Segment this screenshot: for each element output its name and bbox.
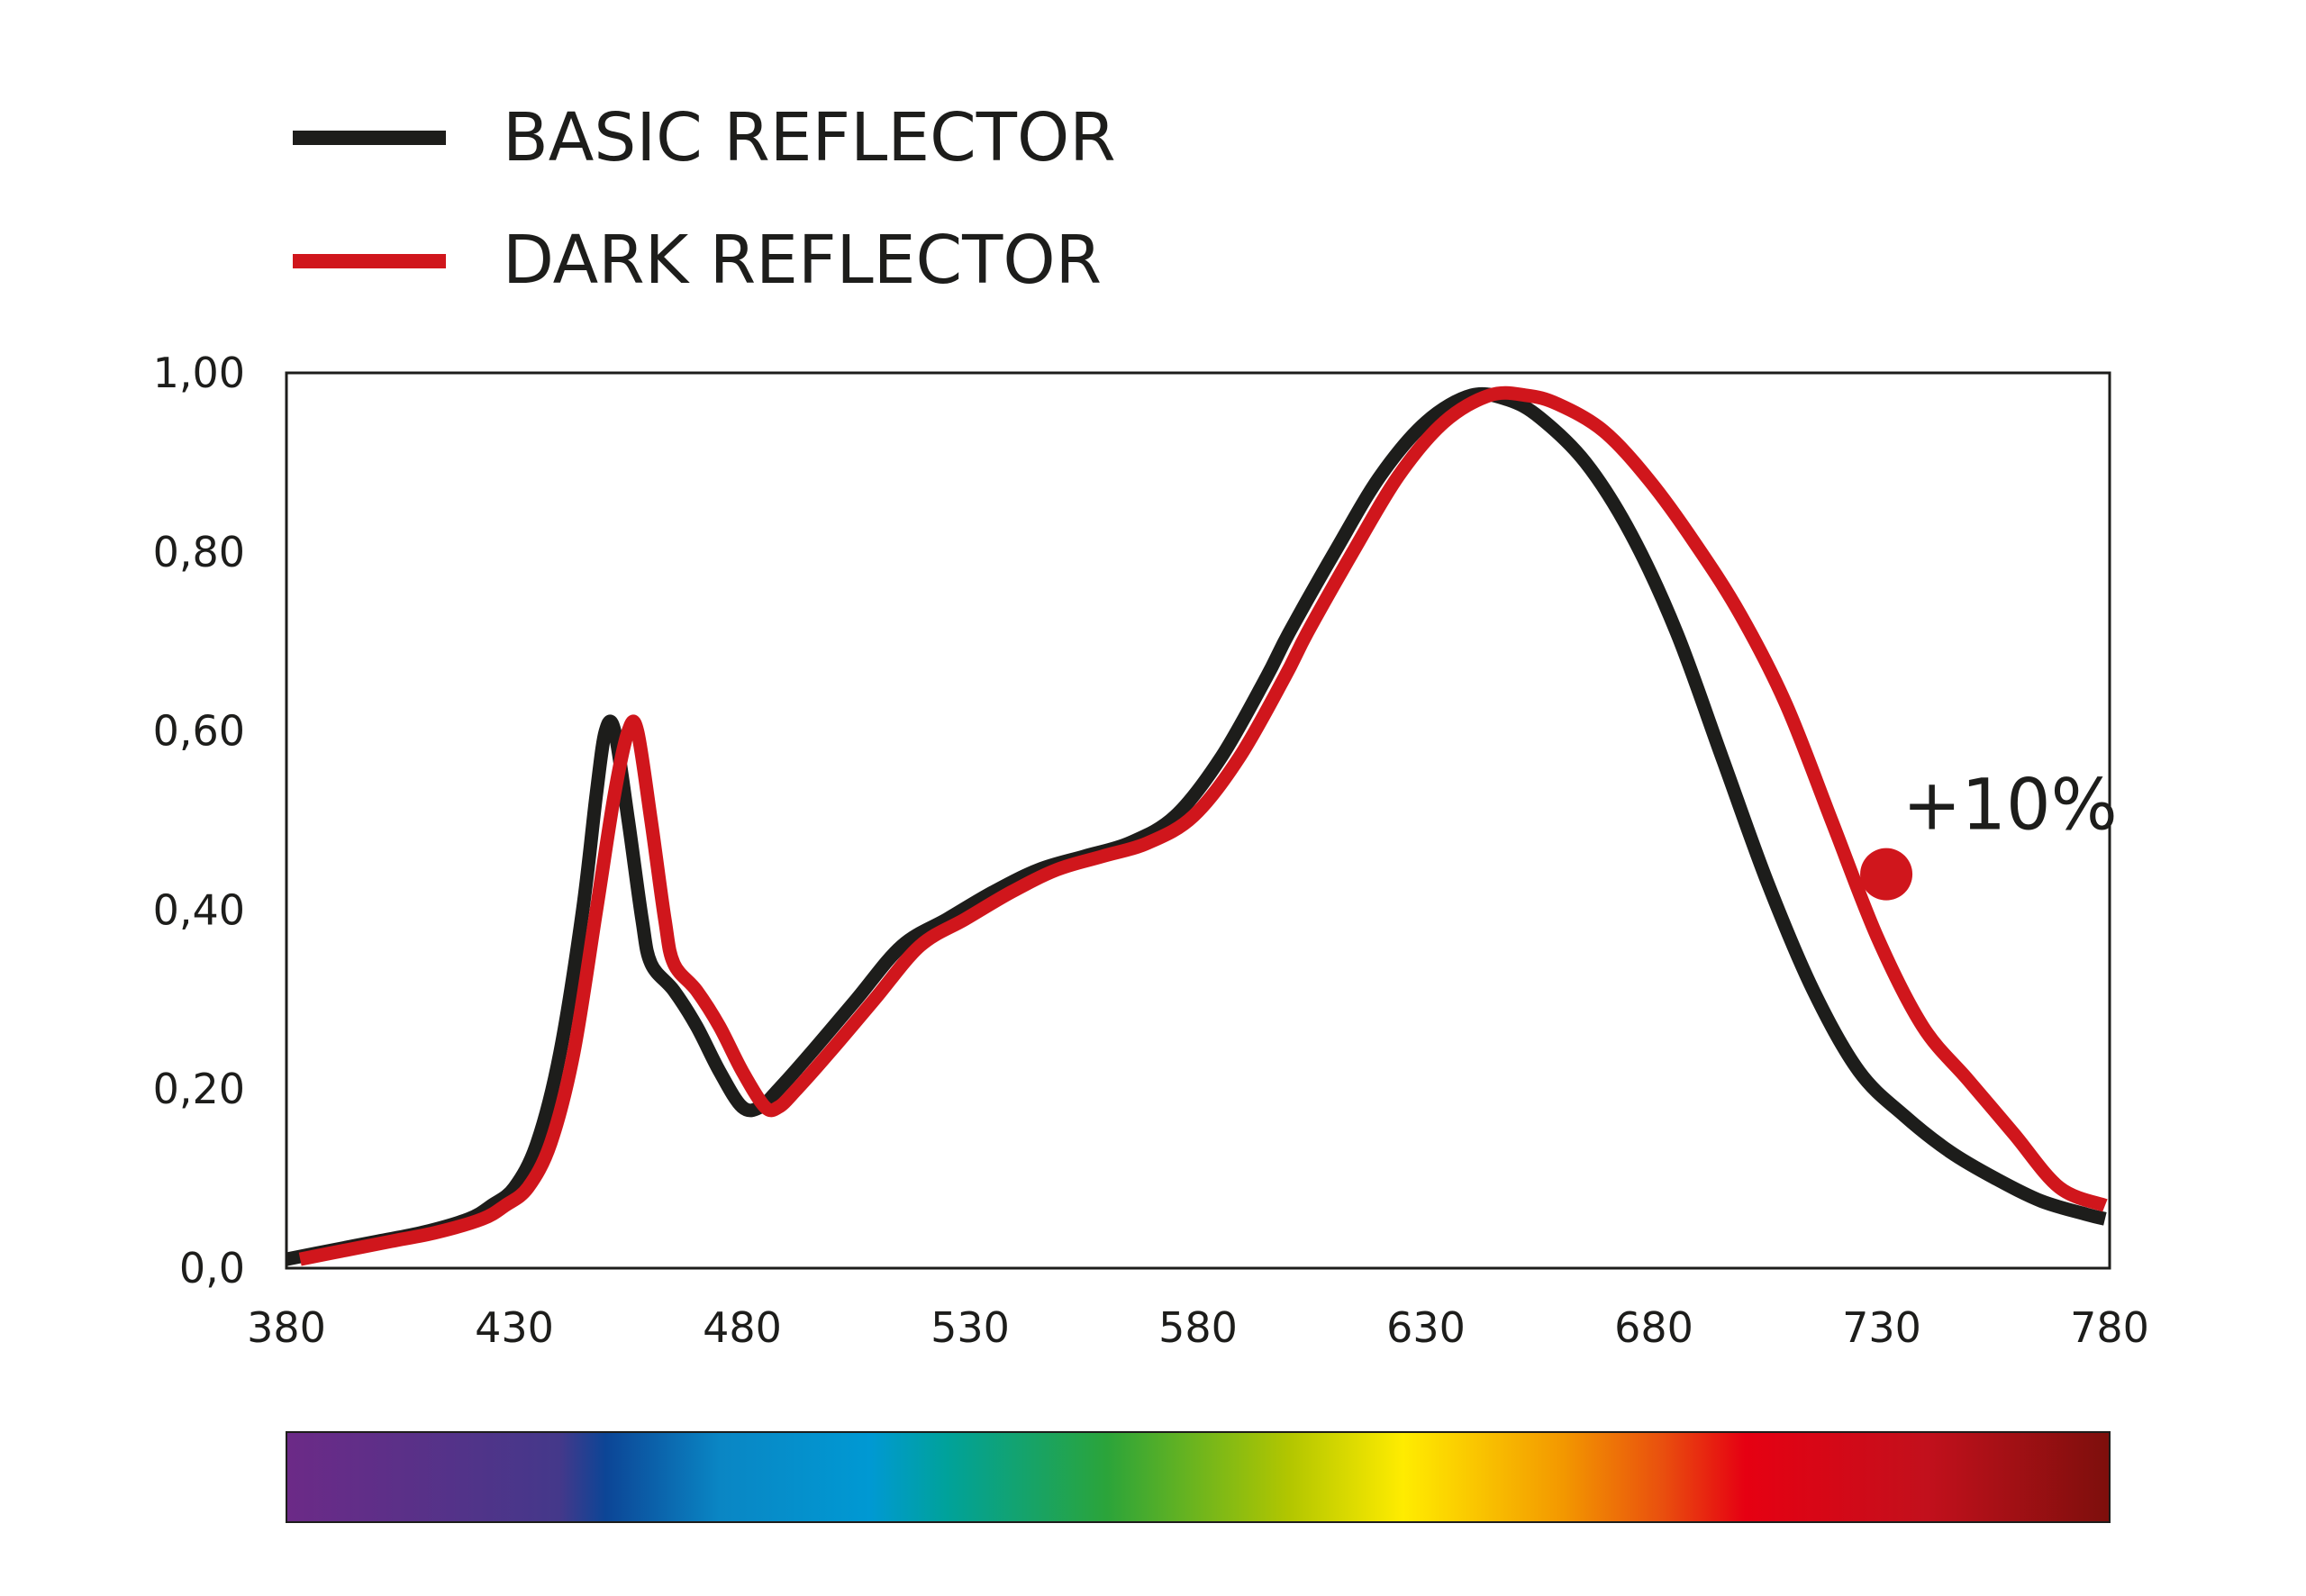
x-tick-label: 480 bbox=[703, 1303, 782, 1352]
legend: BASIC REFLECTOR DARK REFLECTOR bbox=[293, 99, 1116, 299]
x-tick-label: 430 bbox=[475, 1303, 554, 1352]
basic-reflector-line bbox=[285, 386, 2107, 1266]
y-tick-label: 0,40 bbox=[153, 885, 245, 934]
y-tick-label: 1,00 bbox=[153, 349, 245, 397]
annotation-label: +10% bbox=[1902, 766, 2118, 847]
x-tick-label: 630 bbox=[1386, 1303, 1466, 1352]
series-layer bbox=[285, 385, 2108, 1266]
legend-label-dark: DARK REFLECTOR bbox=[503, 222, 1102, 299]
y-tick-label: 0,20 bbox=[153, 1065, 245, 1113]
y-axis: 0,0 0,20 0,40 0,60 0,80 1,00 bbox=[153, 349, 245, 1292]
legend-label-basic: BASIC REFLECTOR bbox=[503, 99, 1116, 177]
annotation-marker bbox=[1860, 848, 1913, 901]
spectrum-bar bbox=[286, 1431, 2111, 1523]
annotation-layer: +10% bbox=[1860, 766, 2118, 901]
y-tick-label: 0,0 bbox=[179, 1244, 245, 1292]
x-tick-label: 580 bbox=[1158, 1303, 1238, 1352]
x-tick-label: 530 bbox=[931, 1303, 1010, 1352]
x-tick-label: 380 bbox=[247, 1303, 326, 1352]
x-axis: 380 430 480 530 580 630 680 730 780 bbox=[247, 1303, 2149, 1352]
x-tick-label: 680 bbox=[1614, 1303, 1693, 1352]
y-tick-label: 0,60 bbox=[153, 707, 245, 756]
plot-frame bbox=[285, 371, 2111, 1270]
x-tick-label: 730 bbox=[1842, 1303, 1921, 1352]
y-tick-label: 0,80 bbox=[153, 528, 245, 576]
dark-reflector-line bbox=[298, 385, 2108, 1266]
x-tick-label: 780 bbox=[2070, 1303, 2149, 1352]
